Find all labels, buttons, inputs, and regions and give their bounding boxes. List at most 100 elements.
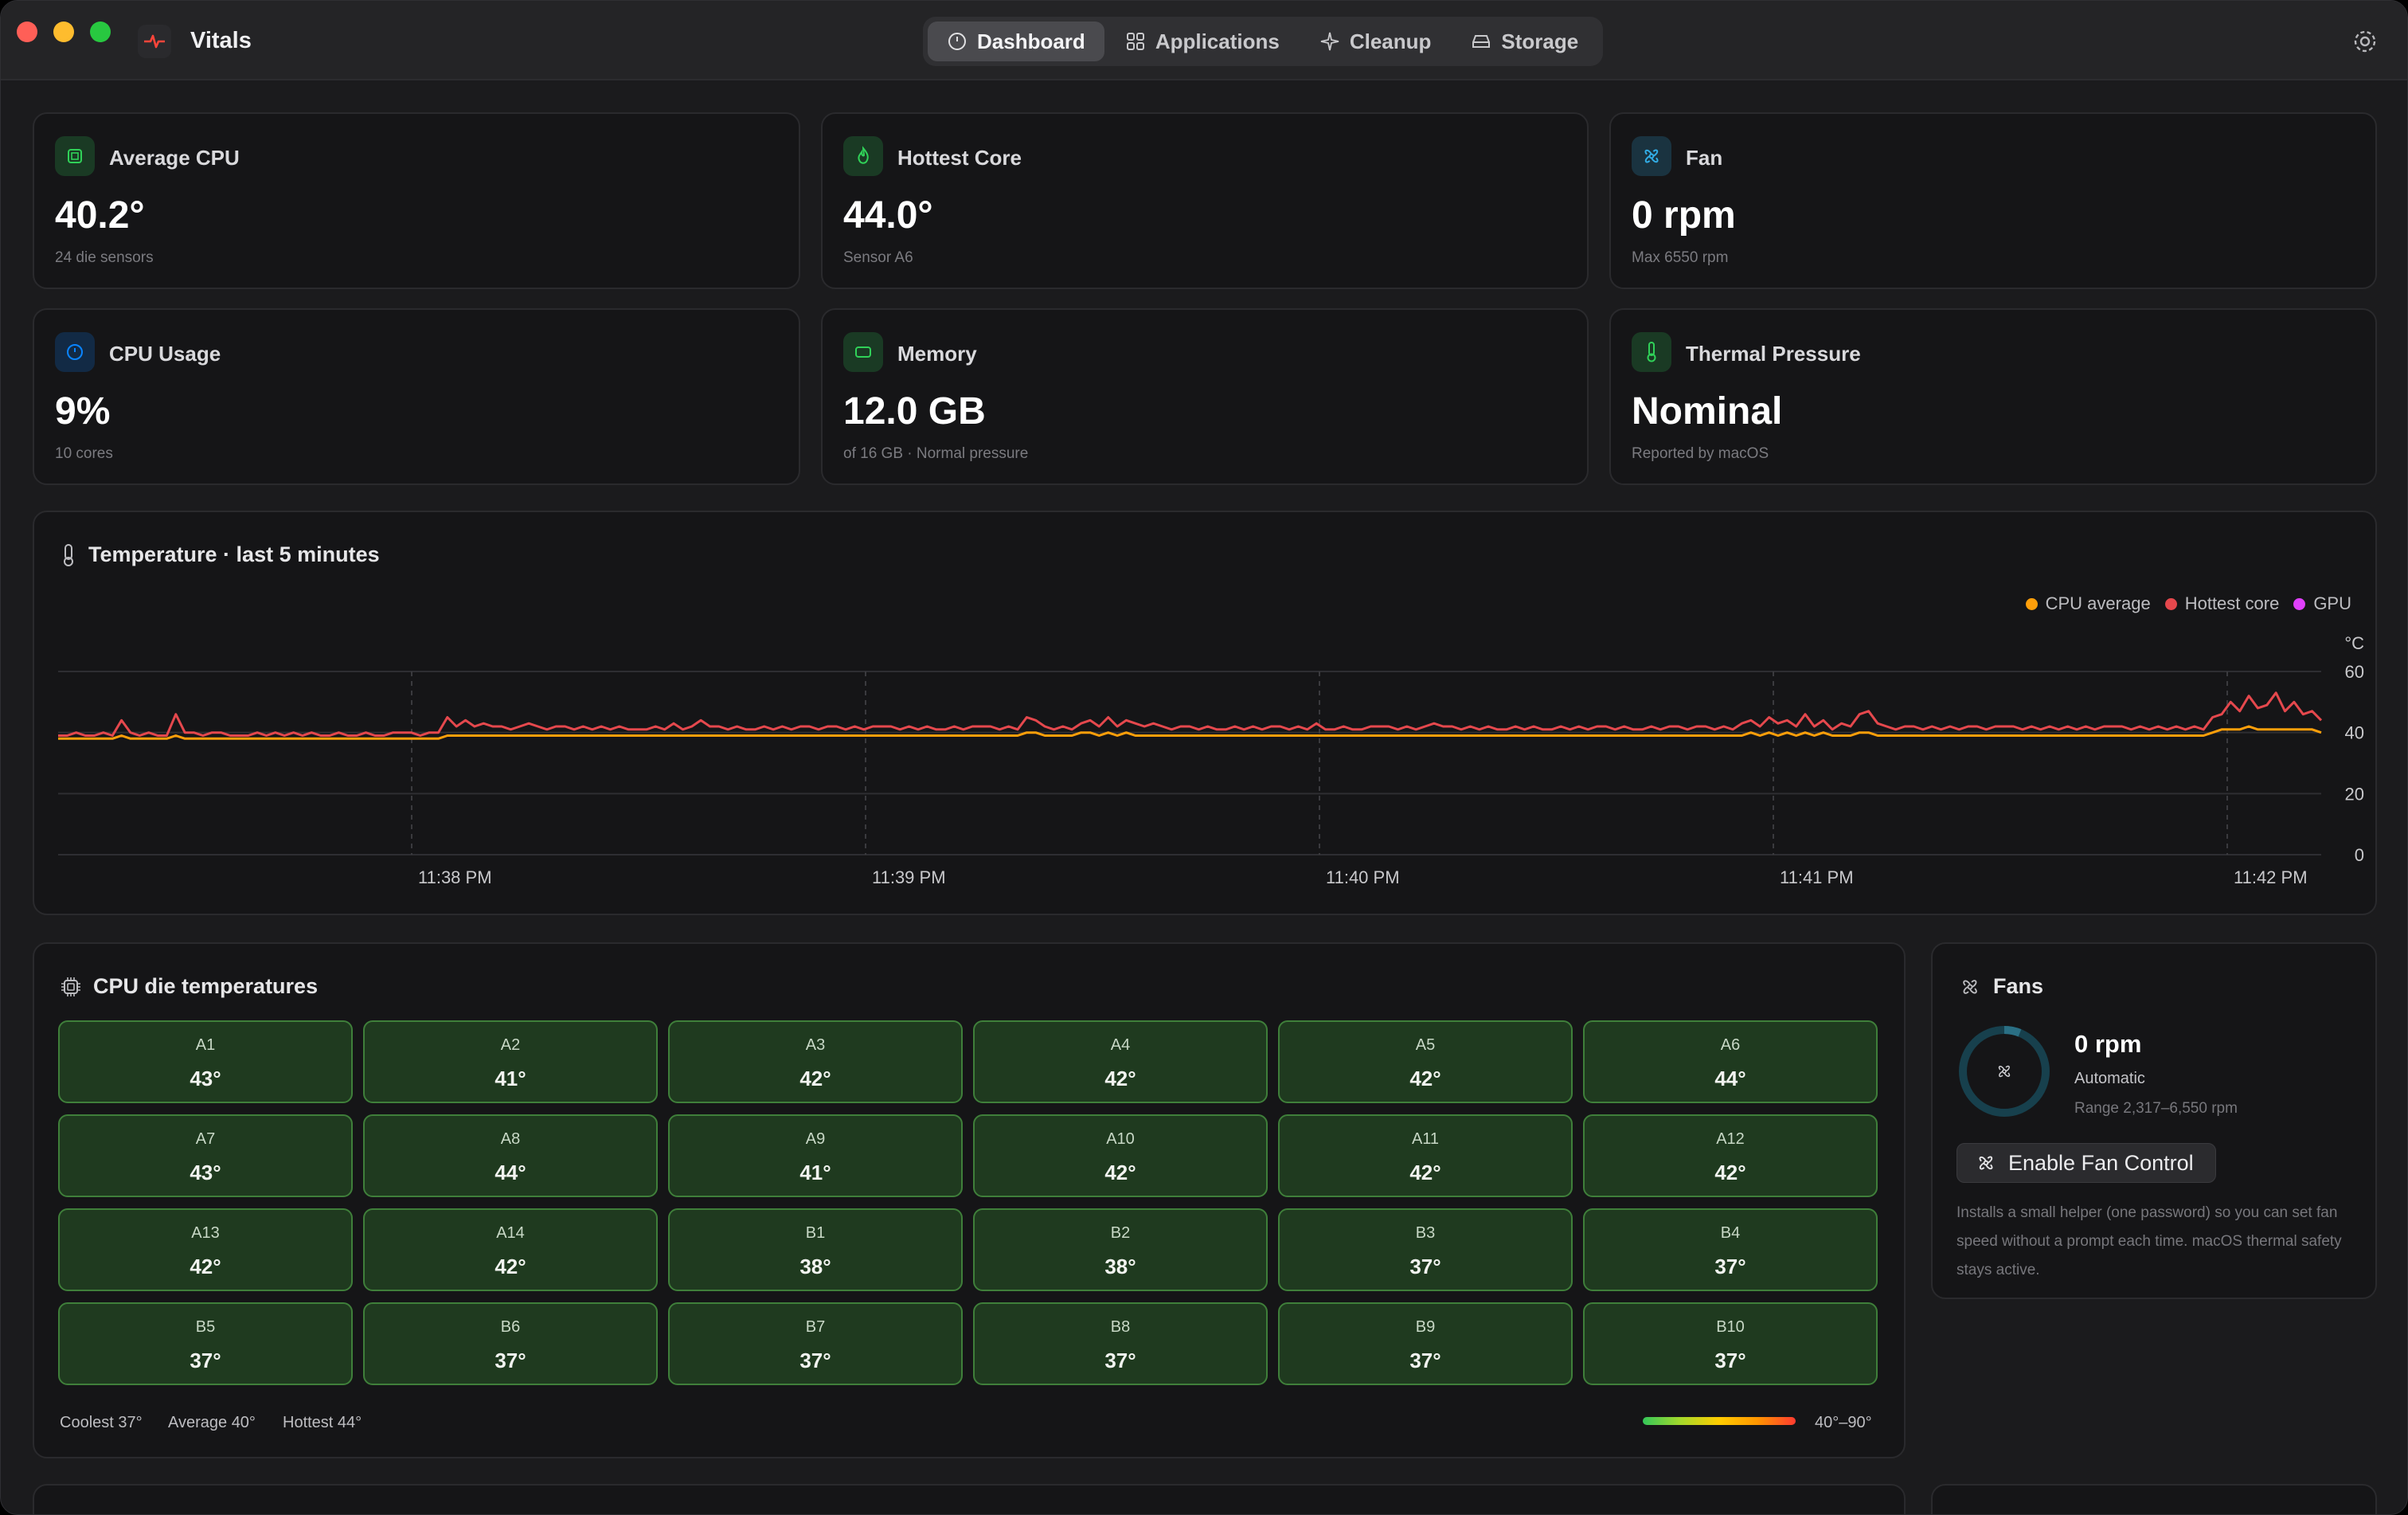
tab-dashboard[interactable]: Dashboard [928, 22, 1104, 61]
die-name: A3 [805, 1036, 826, 1054]
stat-value: 44.0° [843, 194, 933, 237]
tab-applications-label: Applications [1155, 29, 1280, 53]
stat-subtitle: of 16 GB · Normal pressure [843, 445, 1029, 462]
stat-label: Memory [897, 342, 977, 366]
gauge-icon [948, 33, 966, 50]
die-name: A9 [805, 1130, 826, 1148]
grid-icon [1126, 33, 1144, 50]
die-cell-b7: B7 37° [668, 1302, 963, 1385]
die-temperature: 41° [799, 1161, 831, 1184]
die-name: A5 [1415, 1036, 1436, 1054]
enable-fan-control-button[interactable]: Enable Fan Control [1956, 1143, 2216, 1183]
drive-icon [1472, 35, 1491, 48]
stat-card-hottest-core: Hottest Core 44.0° Sensor A6 [821, 112, 1589, 289]
fan-icon [1979, 1156, 1993, 1170]
die-cell-b4: B4 37° [1583, 1208, 1878, 1291]
die-cell-a9: A9 41° [668, 1114, 963, 1197]
die-cell-b1: B1 38° [668, 1208, 963, 1291]
die-temperature: 42° [1714, 1161, 1746, 1184]
gear-icon[interactable] [2351, 28, 2379, 55]
die-cell-a11: A11 42° [1278, 1114, 1573, 1197]
series-line-hottest-core [58, 691, 2323, 737]
temperature-scale-range: 40°–90° [1815, 1414, 1872, 1431]
die-name: A10 [1106, 1130, 1135, 1148]
average-stat: Average 40° [168, 1414, 256, 1431]
die-temperature: 38° [1104, 1255, 1136, 1278]
stat-card-cpu-usage: CPU Usage 9% 10 cores [33, 308, 800, 485]
cpu-die-title: CPU die temperatures [60, 974, 318, 999]
stat-value: 40.2° [55, 194, 145, 237]
die-cell-a12: A12 42° [1583, 1114, 1878, 1197]
die-cell-b2: B2 38° [973, 1208, 1268, 1291]
fan-icon [1998, 1065, 2011, 1078]
fans-title-text: Fans [1993, 974, 2044, 998]
stat-label: Average CPU [109, 146, 240, 170]
die-temperature: 42° [190, 1255, 221, 1278]
die-cell-b8: B8 37° [973, 1302, 1268, 1385]
x-tick-label: 11:39 PM [872, 867, 946, 887]
temperature-chart-card: Temperature · last 5 minutes CPU average… [33, 511, 2377, 915]
next-section-card [33, 1484, 1906, 1514]
tab-applications[interactable]: Applications [1106, 22, 1299, 61]
die-cell-a5: A5 42° [1278, 1020, 1573, 1103]
die-temperature: 37° [1714, 1349, 1746, 1372]
stat-label: CPU Usage [109, 342, 221, 366]
die-temperature: 37° [1714, 1255, 1746, 1278]
die-temperature: 42° [494, 1255, 526, 1278]
y-tick-label: 60 [2345, 662, 2364, 682]
die-temperature: 42° [1409, 1161, 1441, 1184]
tab-cleanup[interactable]: Cleanup [1300, 22, 1451, 61]
die-name: A1 [195, 1036, 216, 1054]
zoom-window-button[interactable] [90, 22, 111, 42]
die-name: A12 [1716, 1130, 1745, 1148]
coolest-stat: Coolest 37° [60, 1414, 143, 1431]
die-name: B7 [805, 1318, 826, 1336]
tab-storage[interactable]: Storage [1452, 22, 1597, 61]
main-navigation: Dashboard Applications Cleanup Storage [923, 17, 1603, 66]
die-name: B6 [500, 1318, 521, 1336]
die-temperature: 37° [1409, 1349, 1441, 1372]
die-name: B2 [1110, 1224, 1131, 1242]
die-name: B1 [805, 1224, 826, 1242]
stat-subtitle: 10 cores [55, 445, 113, 462]
temperature-line-chart: 0 20 40 60 °C 11:38 PM 11:39 PM 11:40 PM 11:41 P… [58, 633, 2364, 887]
die-cell-b5: B5 37° [58, 1302, 353, 1385]
chart-legend: CPU average Hottest core GPU [2025, 593, 2351, 614]
die-name: A14 [496, 1224, 525, 1242]
die-cell-a2: A2 41° [363, 1020, 658, 1103]
cpu-die-title-text: CPU die temperatures [93, 974, 319, 998]
die-name: B8 [1110, 1318, 1131, 1336]
flame-icon [843, 136, 883, 176]
close-window-button[interactable] [17, 22, 37, 42]
y-tick-label: 20 [2345, 784, 2364, 804]
fan-icon [1632, 136, 1671, 176]
temperature-chart-title: Temperature · last 5 minutes [60, 542, 380, 567]
fan-icon [1963, 979, 1977, 994]
stat-label: Hottest Core [897, 146, 1022, 170]
thermometer-icon [1632, 332, 1671, 372]
next-side-card [1931, 1484, 2377, 1514]
die-temperature: 43° [190, 1067, 221, 1090]
sparkle-icon [1320, 32, 1339, 51]
fan-speed-gauge [1959, 1026, 2050, 1117]
stat-subtitle: Sensor A6 [843, 249, 913, 266]
tab-dashboard-label: Dashboard [977, 29, 1085, 53]
app-logo-icon [138, 25, 171, 58]
stat-value: 9% [55, 390, 111, 433]
minimize-window-button[interactable] [53, 22, 74, 42]
die-temperature: 42° [1409, 1067, 1441, 1090]
die-temperature: 42° [1104, 1161, 1136, 1184]
die-temperature: 42° [799, 1067, 831, 1090]
die-name: B10 [1716, 1318, 1745, 1336]
y-tick-label: 0 [2355, 845, 2364, 865]
x-tick-label: 11:41 PM [1780, 867, 1854, 887]
legend-gpu: GPU [2293, 593, 2351, 614]
series-line-cpu-average [58, 725, 2322, 740]
app-title: Vitals [190, 28, 252, 53]
title-bar: Vitals Dashboard Applications Cleanup St… [1, 1, 2407, 80]
legend-gpu-label: GPU [2313, 593, 2351, 613]
die-cell-a7: A7 43° [58, 1114, 353, 1197]
temperature-chart-title-text: Temperature · last 5 minutes [88, 542, 380, 566]
die-name: B5 [195, 1318, 216, 1336]
y-unit-label: °C [2344, 633, 2364, 653]
